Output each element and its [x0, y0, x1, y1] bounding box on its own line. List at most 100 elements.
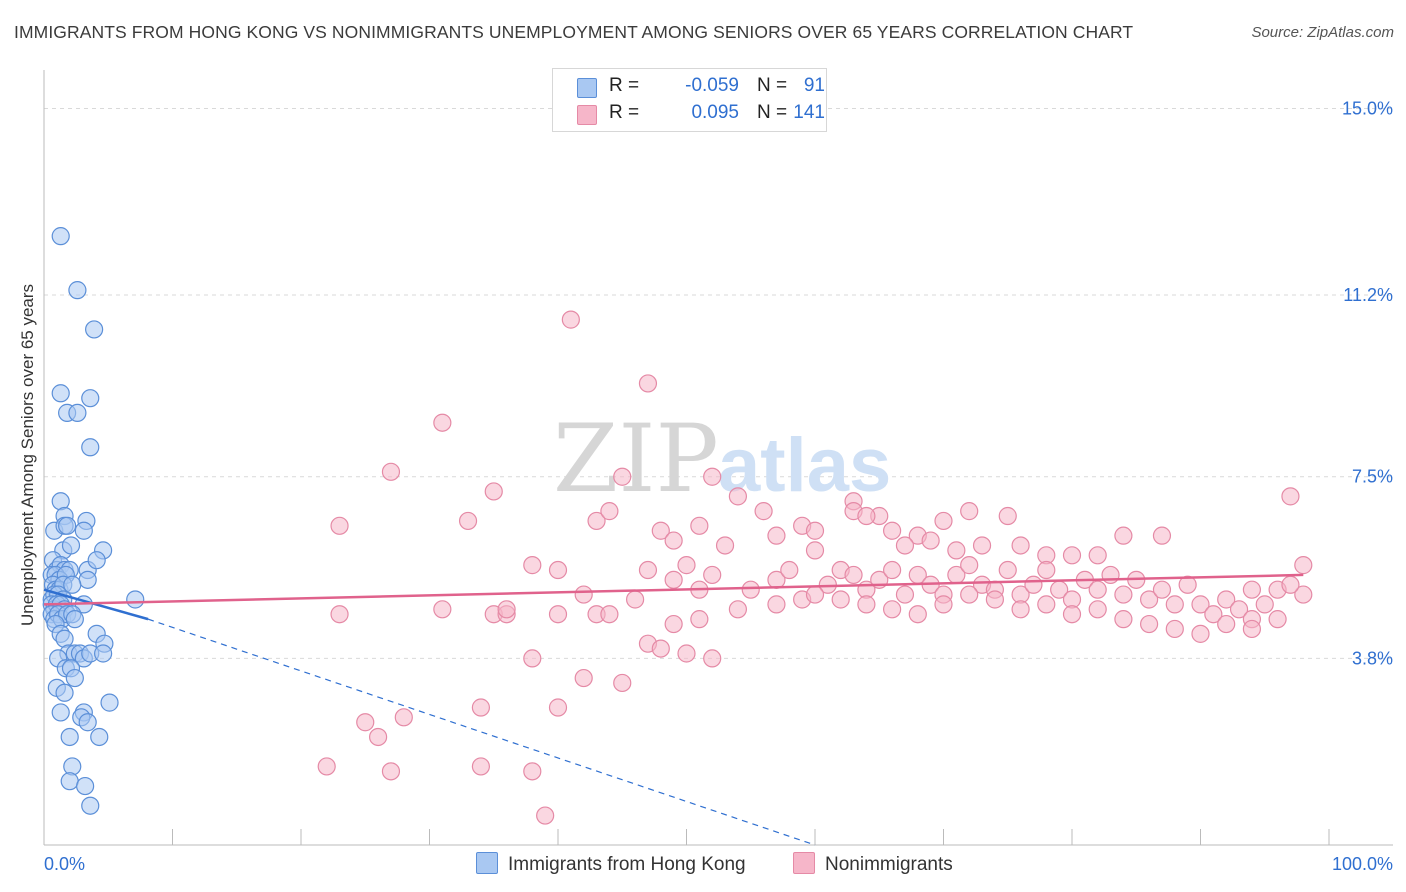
nonimmigrants-point [1012, 537, 1029, 554]
hong-kong-point [82, 439, 99, 456]
nonimmigrants-point [961, 557, 978, 574]
nonimmigrants-point [1295, 557, 1312, 574]
nonimmigrants-point [1269, 611, 1286, 628]
nonimmigrants-point [639, 562, 656, 579]
nonimmigrants-point [948, 542, 965, 559]
nonimmigrants-point [498, 601, 515, 618]
nonimmigrants-point [1038, 596, 1055, 613]
legend-r-value: 0.095 [641, 102, 739, 124]
nonimmigrants-point [472, 758, 489, 775]
nonimmigrants-point [807, 522, 824, 539]
zipatlas-watermark: ZIP atlas [553, 405, 891, 514]
nonimmigrants-point [691, 611, 708, 628]
hong-kong-point [59, 517, 76, 534]
hong-kong-point [61, 773, 78, 790]
nonimmigrants-point [1089, 547, 1106, 564]
y-tick-label: 11.2% [1343, 285, 1393, 305]
nonimmigrants-point [665, 616, 682, 633]
nonimmigrants-point [909, 606, 926, 623]
watermark-zip: ZIP [553, 405, 719, 514]
hong-kong-point [56, 684, 73, 701]
nonimmigrants-point [318, 758, 335, 775]
nonimmigrants-point [768, 596, 785, 613]
legend-label: Immigrants from Hong Kong [508, 854, 746, 875]
nonimmigrants-point [575, 586, 592, 603]
nonimmigrants-point [382, 463, 399, 480]
y-tick-label: 3.8% [1352, 648, 1393, 668]
legend-r-label: R = [609, 75, 639, 97]
nonimmigrants-point [1115, 611, 1132, 628]
nonimmigrants-point [884, 562, 901, 579]
nonimmigrants-point [691, 517, 708, 534]
nonimmigrants-point [357, 714, 374, 731]
hong-kong-point [52, 704, 69, 721]
nonimmigrants-point [922, 532, 939, 549]
legend-n-value: 141 [783, 102, 825, 124]
nonimmigrants-point [961, 503, 978, 520]
y-tick-label: 7.5% [1352, 467, 1393, 487]
nonimmigrants-point [601, 503, 618, 520]
nonimmigrants-point [1064, 606, 1081, 623]
nonimmigrants-point [550, 606, 567, 623]
legend-label: Nonimmigrants [825, 854, 953, 875]
nonimmigrants-point [1012, 601, 1029, 618]
nonimmigrants-point [999, 562, 1016, 579]
nonimmigrants-point [550, 562, 567, 579]
hong-kong-point [69, 282, 86, 299]
nonimmigrants-point [781, 562, 798, 579]
legend-swatch-pink [793, 852, 815, 874]
nonimmigrants-point [485, 483, 502, 500]
nonimmigrants-point [704, 650, 721, 667]
nonimmigrants-point [1282, 488, 1299, 505]
nonimmigrants-point [986, 591, 1003, 608]
nonimmigrants-point [1166, 620, 1183, 637]
nonimmigrants-point [999, 508, 1016, 525]
nonimmigrants-point [935, 596, 952, 613]
nonimmigrants-point [1243, 581, 1260, 598]
nonimmigrants-point [665, 571, 682, 588]
hong-kong-point [77, 778, 94, 795]
x-axis-ticks [44, 829, 1329, 845]
nonimmigrants-point [884, 601, 901, 618]
hong-kong-point [91, 728, 108, 745]
y-tick-label: 15.0% [1342, 98, 1393, 118]
legend-swatch-blue [476, 852, 498, 874]
nonimmigrants-point [704, 566, 721, 583]
nonimmigrants-point [1089, 581, 1106, 598]
nonimmigrants-point [1153, 527, 1170, 544]
nonimmigrants-point [434, 601, 451, 618]
hong-kong-point [62, 537, 79, 554]
nonimmigrants-point [1153, 581, 1170, 598]
nonimmigrants-point [832, 591, 849, 608]
nonimmigrants-points [318, 311, 1312, 824]
nonimmigrants-point [717, 537, 734, 554]
scatter-chart: ZIP atlas 3.8%7.5%11.2%15.0% 0.0% 100.0% [0, 0, 1406, 892]
y-axis-label: Unemployment Among Seniors over 65 years [18, 284, 38, 626]
nonimmigrants-point [1282, 576, 1299, 593]
hong-kong-point [79, 714, 96, 731]
nonimmigrants-point [858, 596, 875, 613]
nonimmigrants-point [331, 517, 348, 534]
nonimmigrants-point [460, 512, 477, 529]
nonimmigrants-point [614, 468, 631, 485]
nonimmigrants-point [1064, 547, 1081, 564]
nonimmigrants-point [896, 537, 913, 554]
hong-kong-point [66, 611, 83, 628]
nonimmigrants-point [729, 488, 746, 505]
nonimmigrants-point [1141, 616, 1158, 633]
nonimmigrants-point [1115, 586, 1132, 603]
nonimmigrants-point [1166, 596, 1183, 613]
nonimmigrants-point [652, 640, 669, 657]
nonimmigrants-point [678, 645, 695, 662]
hong-kong-point [52, 228, 69, 245]
legend-item-nonimmigrants: Nonimmigrants [793, 852, 953, 876]
nonimmigrants-point [562, 311, 579, 328]
nonimmigrants-point [1089, 601, 1106, 618]
legend-r-value: -0.059 [641, 75, 739, 97]
hong-kong-points [43, 228, 144, 815]
nonimmigrants-point [896, 586, 913, 603]
nonimmigrants-point [704, 468, 721, 485]
x-tick-label-min: 0.0% [44, 854, 85, 874]
nonimmigrants-point [524, 557, 541, 574]
nonimmigrants-point [729, 601, 746, 618]
